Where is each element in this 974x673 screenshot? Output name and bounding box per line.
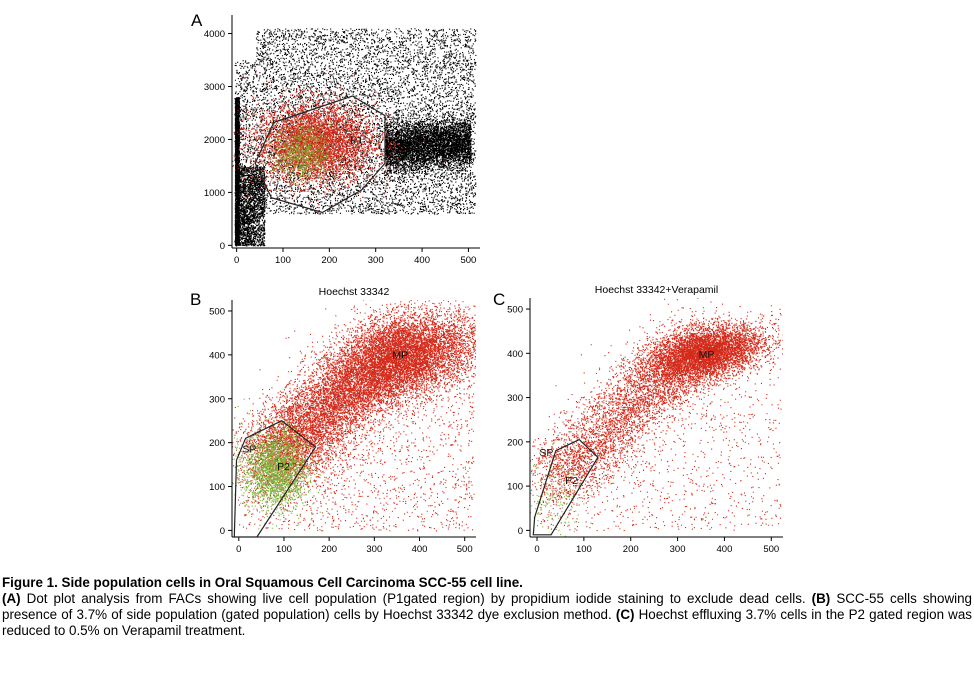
figure-caption: Figure 1. Side population cells in Oral … bbox=[2, 575, 972, 639]
gate-p2-outline bbox=[233, 419, 317, 538]
gate-label-p1: P1 bbox=[350, 135, 363, 147]
caption-title: Figure 1. Side population cells in Oral … bbox=[2, 575, 523, 590]
caption-body: (A) Dot plot analysis from FACs showing … bbox=[2, 591, 972, 639]
y-tick-label: 400 bbox=[209, 350, 225, 361]
y-tick-label: 1000 bbox=[204, 188, 225, 199]
x-tick-label: 400 bbox=[414, 255, 430, 266]
black-events bbox=[234, 28, 477, 247]
x-tick-label: 500 bbox=[460, 255, 476, 266]
events-a bbox=[232, 28, 477, 247]
y-tick-label: 100 bbox=[507, 482, 523, 493]
x-tick-label: 100 bbox=[276, 544, 292, 555]
population-mp bbox=[232, 300, 476, 532]
x-tick-label: 500 bbox=[763, 544, 779, 555]
x-tick-label: 300 bbox=[670, 544, 686, 555]
x-tick-label: 200 bbox=[623, 544, 639, 555]
caption-tag-c: (C) bbox=[615, 607, 635, 622]
y-tick-label: 0 bbox=[220, 526, 225, 537]
y-tick-label: 2000 bbox=[204, 135, 225, 146]
y-tick-label: 400 bbox=[507, 349, 523, 360]
events-c bbox=[530, 298, 783, 537]
x-tick-label: 500 bbox=[457, 544, 473, 555]
caption-text-c: Hoechst effluxing 3.7% cells in the P2 g… bbox=[2, 607, 972, 638]
x-tick-label: 0 bbox=[234, 255, 239, 266]
population-mp bbox=[530, 298, 783, 532]
population-p1 bbox=[232, 55, 446, 212]
x-tick-label: 200 bbox=[321, 544, 337, 555]
x-tick-label: 400 bbox=[412, 544, 428, 555]
y-tick-label: 4000 bbox=[204, 29, 225, 40]
panel-title-b: Hoechst 33342 bbox=[319, 286, 390, 298]
x-tick-label: 300 bbox=[368, 255, 384, 266]
gate-label-mp: MP bbox=[392, 349, 408, 361]
x-tick-label: 0 bbox=[534, 544, 539, 555]
y-tick-label: 100 bbox=[209, 482, 225, 493]
panel-letter-b: B bbox=[190, 290, 202, 309]
panel-c-plot: 0 100 200 300 400 500 0 100 200 300 400 500 SP P2 MP Ho… bbox=[507, 284, 783, 555]
gate-label-mp: MP bbox=[699, 349, 715, 361]
gate-label-sp: SP bbox=[242, 443, 256, 455]
y-tick-label: 0 bbox=[220, 241, 225, 252]
x-tick-label: 200 bbox=[321, 255, 337, 266]
y-tick-label: 200 bbox=[209, 438, 225, 449]
x-tick-label: 100 bbox=[576, 544, 592, 555]
y-tick-label: 500 bbox=[507, 305, 523, 316]
caption-text-b: SCC-55 cells showing presence of 3.7% of… bbox=[2, 591, 972, 622]
gate-p2-outline bbox=[532, 438, 599, 536]
y-tick-label: 500 bbox=[209, 306, 225, 317]
x-tick-label: 300 bbox=[366, 544, 382, 555]
y-tick-label: 200 bbox=[507, 437, 523, 448]
caption-tag-b: (B) bbox=[811, 591, 831, 606]
y-tick-label: 300 bbox=[507, 393, 523, 404]
population-p1-core bbox=[255, 118, 345, 188]
panel-b-plot: 0 100 200 300 400 500 0 100 200 300 400 500 SP P2 MP Ho… bbox=[209, 286, 476, 555]
x-tick-label: 0 bbox=[236, 544, 241, 555]
y-tick-label: 3000 bbox=[204, 82, 225, 93]
x-tick-label: 400 bbox=[717, 544, 733, 555]
gate-p1-outline bbox=[254, 95, 386, 214]
y-tick-label: 0 bbox=[518, 526, 523, 537]
panel-title-c: Hoechst 33342+Verapamil bbox=[595, 284, 718, 296]
panel-a-plot: 0 100 200 300 400 500 0 1000 2000 3000 4000 P1 bbox=[204, 15, 480, 266]
caption-tag-a: (A) bbox=[2, 591, 21, 606]
panel-letter-c: C bbox=[493, 290, 506, 309]
figure: A B C 0 100 200 300 400 500 0 1000 2000 3000 4000 P… bbox=[190, 11, 783, 555]
caption-text-a: Dot plot analysis from FACs showing live… bbox=[20, 591, 812, 606]
gate-label-p2: P2 bbox=[565, 475, 578, 487]
x-tick-label: 100 bbox=[275, 255, 291, 266]
gate-label-sp: SP bbox=[539, 447, 553, 459]
gate-label-p2: P2 bbox=[277, 461, 290, 473]
y-tick-label: 300 bbox=[209, 394, 225, 405]
panel-letter-a: A bbox=[191, 11, 203, 30]
